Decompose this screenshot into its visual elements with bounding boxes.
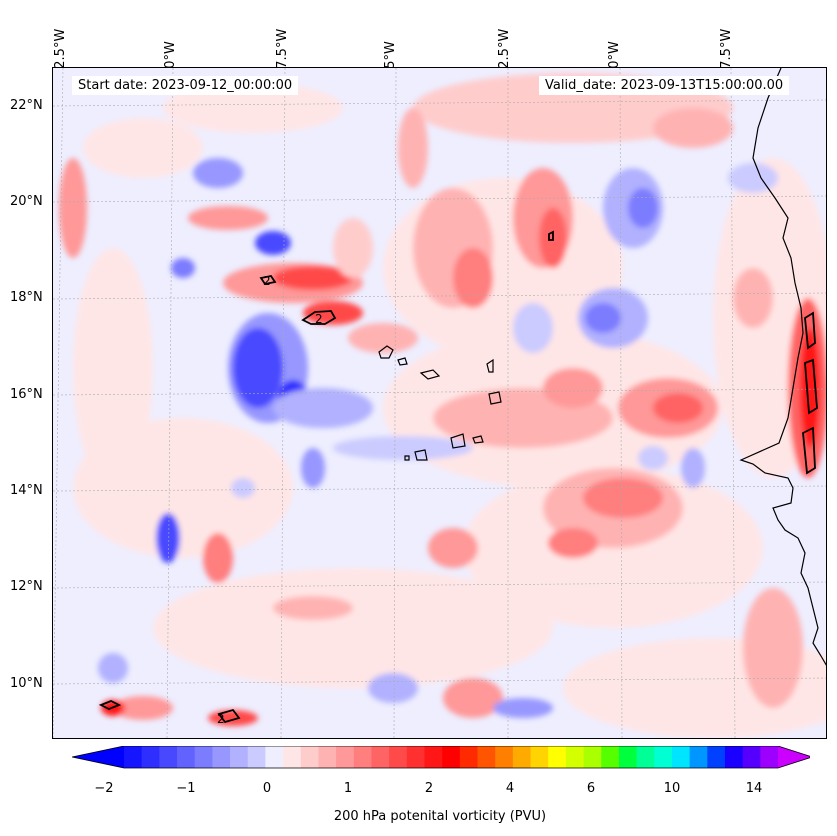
colorbar-swatch [230,746,249,768]
colorbar-swatch [424,746,443,768]
colorbar-swatch [141,746,160,768]
start-date-label: Start date: 2023-09-12_00:00:00 [72,76,299,95]
colorbar-swatch [371,746,390,768]
lat-label-10n: 10°N [10,676,43,691]
colorbar-swatch [583,746,602,768]
colorbar-swatch [671,746,691,768]
colorbar-swatch [389,746,408,768]
lat-label-12n: 12°N [10,579,43,594]
colorbar-swatch [689,746,708,768]
colorbar-tick: 6 [586,781,596,796]
contour-label: 2 [217,712,225,726]
colorbar-outline [72,746,810,769]
colorbar-swatch [336,746,355,768]
colorbar-swatch [760,746,779,768]
colorbar-swatch [159,746,178,768]
colorbar-swatch [636,746,655,768]
contour-label: 2 [263,274,271,288]
colorbar-title: 200 hPa potenital vorticity (PVU) [333,809,547,824]
colorbar-swatch [318,746,337,768]
contour-label: 2 [315,312,323,326]
colorbar-swatch [177,746,196,768]
colorbar-swatch [212,746,231,768]
colorbar-swatch [300,746,319,768]
lat-label-14n: 14°N [10,483,43,498]
colorbar-swatch [530,746,549,768]
colorbar-swatch [265,746,284,768]
colorbar-swatch [442,746,461,768]
colorbar-swatch [512,746,532,768]
colorbar-swatch [548,746,567,768]
colorbar-swatch [353,746,372,768]
colorbar-swatch [495,746,514,768]
colorbar-under-arrow [72,746,124,768]
colorbar-tick: 2 [424,781,434,796]
colorbar [72,746,810,769]
colorbar-swatch [601,746,620,768]
colorbar-tick: 1 [343,781,353,796]
colorbar-swatch [618,746,638,768]
valid-date-label: Valid_date: 2023-09-13T15:00:00.00 [539,76,790,95]
lat-label-16n: 16°N [10,387,43,402]
colorbar-over-arrow [778,746,810,768]
lat-label-18n: 18°N [10,290,43,305]
colorbar-tick: 0 [262,781,272,796]
colorbar-tick: −2 [94,781,114,796]
lat-label-22n: 22°N [10,98,43,113]
colorbar-tick: −1 [176,781,196,796]
colorbar-swatch [283,746,302,768]
lat-label-20n: 20°N [10,194,43,209]
colorbar-swatch [477,746,496,768]
colorbar-swatch [654,746,673,768]
colorbar-swatch [724,746,744,768]
colorbar-swatch [124,746,143,768]
colorbar-tick: 4 [505,781,515,796]
colorbar-swatch [742,746,761,768]
colorbar-tick: 14 [745,781,763,796]
colorbar-swatch [406,746,425,768]
pv-field: 2 2 2 [53,68,826,738]
colorbar-tick: 10 [663,781,681,796]
pv-map: 2 2 2 [52,67,827,739]
colorbar-swatch [247,746,266,768]
colorbar-swatch [707,746,726,768]
colorbar-swatch [194,746,213,768]
colorbar-swatch [565,746,585,768]
colorbar-swatch [459,746,479,768]
